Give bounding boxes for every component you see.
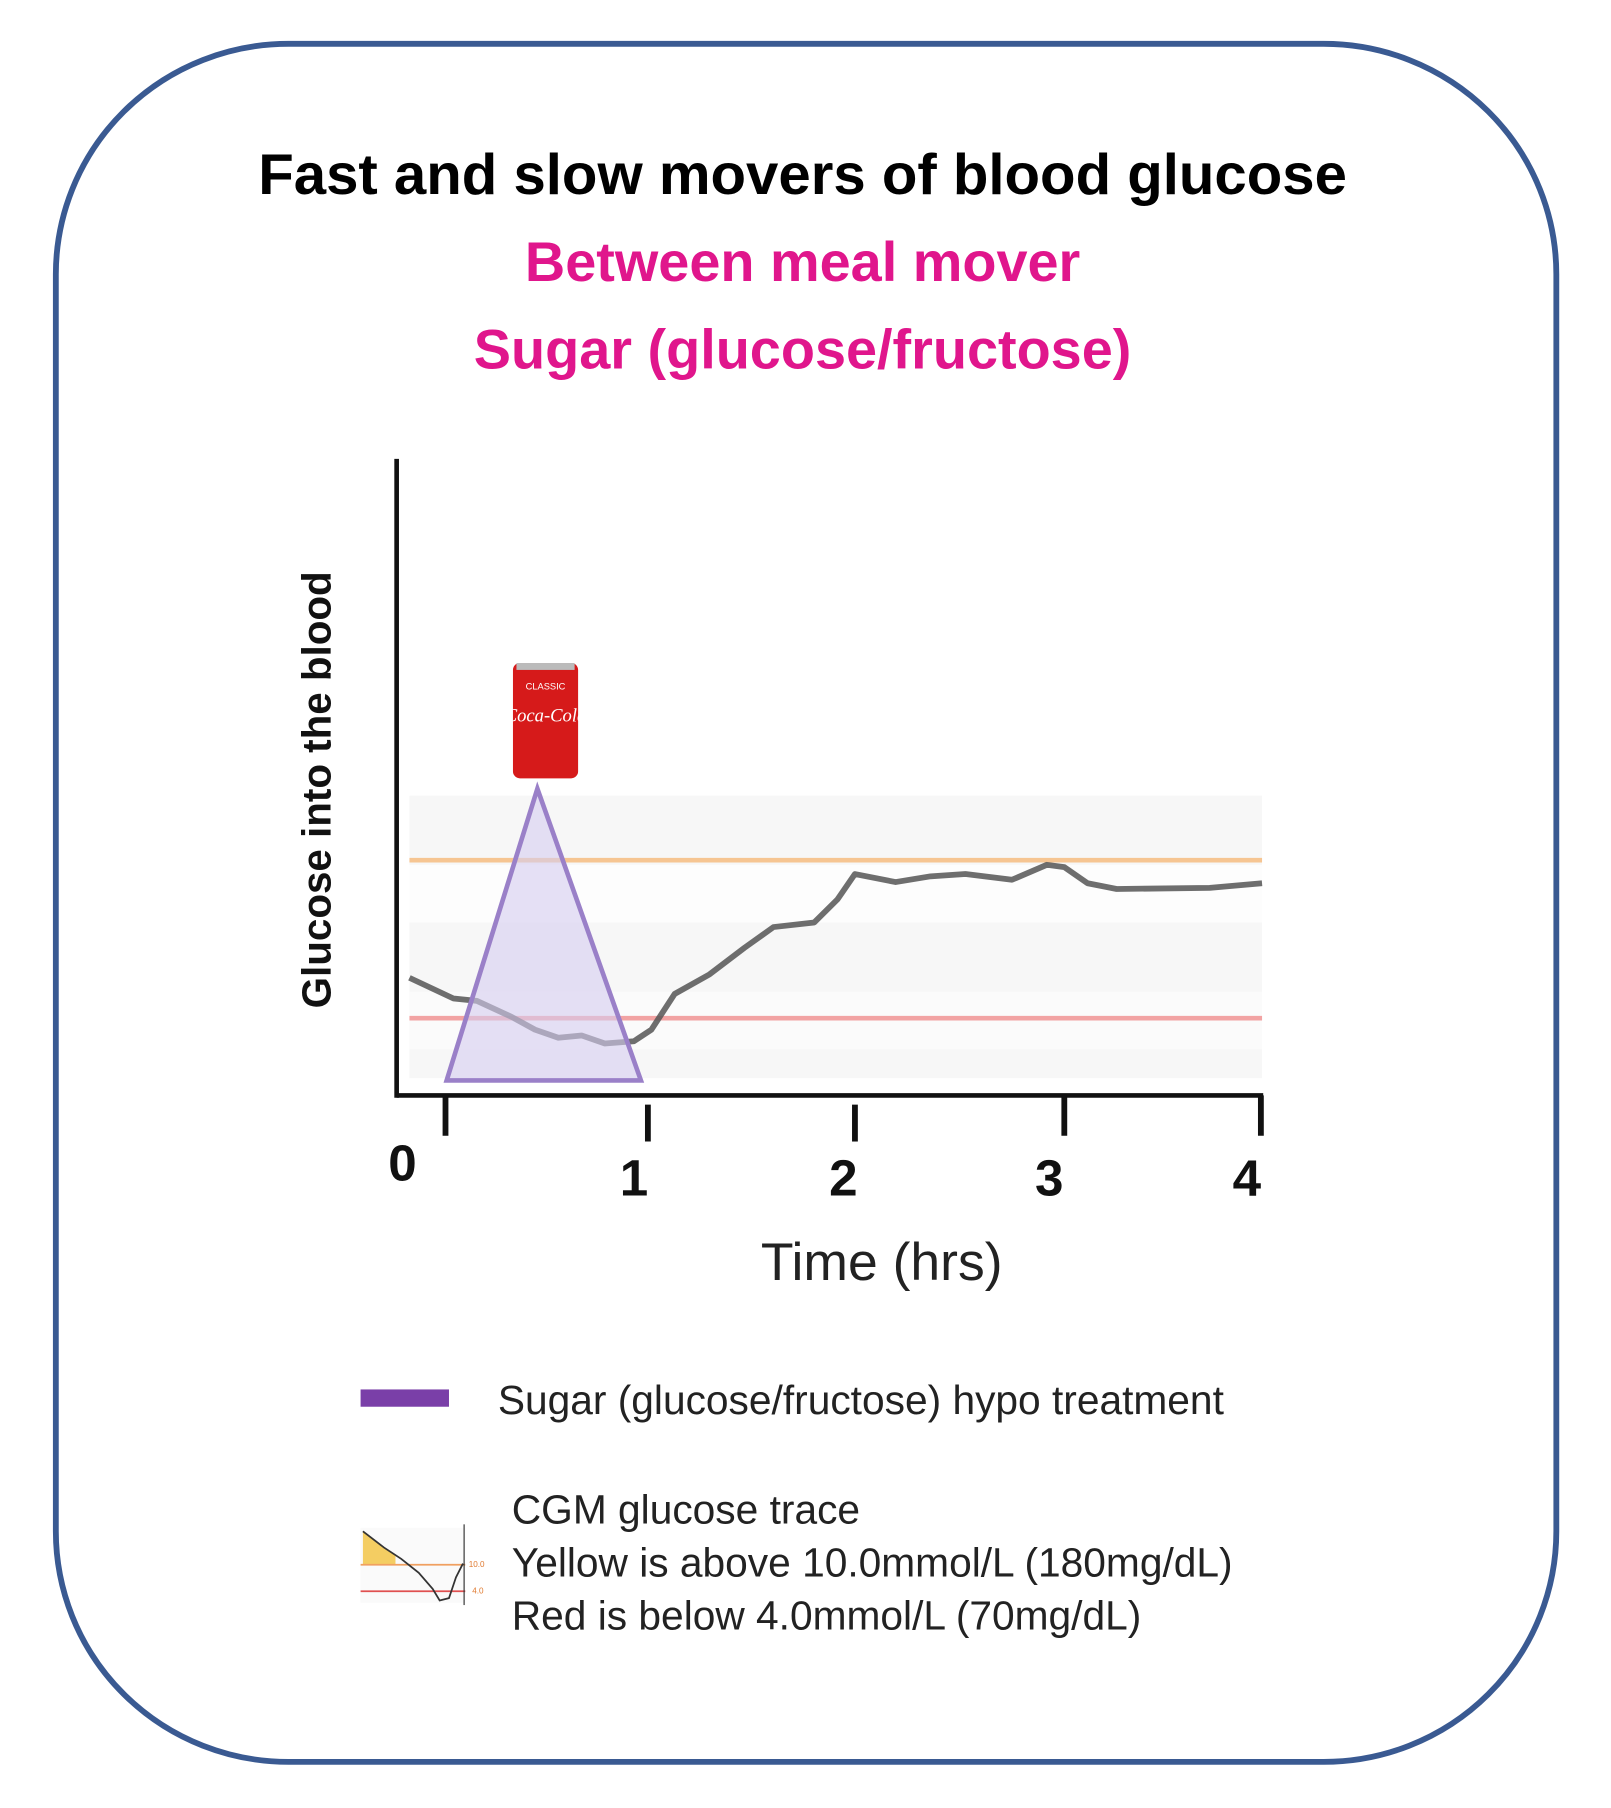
soda-can: CLASSIC Coca-Cola xyxy=(505,663,587,779)
legend-label: CGM glucose trace xyxy=(512,1487,860,1533)
legend-icon: 10.0 4.0 xyxy=(360,1524,485,1606)
icon-label: 4.0 xyxy=(472,1586,484,1595)
title: Fast and slow movers of blood glucose xyxy=(258,143,1347,207)
legend-swatch xyxy=(360,1389,449,1407)
can-top xyxy=(516,663,575,670)
can-body xyxy=(512,663,579,779)
x-ticks xyxy=(442,1095,1264,1142)
x-tick-label: 0 xyxy=(388,1134,416,1191)
x-tick-label: 4 xyxy=(1233,1149,1262,1206)
legend-label: Yellow is above 10.0mmol/L (180mg/dL) xyxy=(512,1540,1233,1586)
icon-trace xyxy=(362,1530,464,1602)
legend-label: Sugar (glucose/fructose) hypo treatment xyxy=(498,1377,1224,1423)
can-label: CLASSIC xyxy=(526,682,566,692)
x-tick-label: 1 xyxy=(620,1149,648,1206)
x-axis-label: Time (hrs) xyxy=(761,1233,1003,1292)
icon-high-area xyxy=(362,1531,396,1565)
x-tick-label: 3 xyxy=(1035,1149,1063,1206)
icon-label: 10.0 xyxy=(469,1560,485,1569)
subtitle: Between meal mover xyxy=(525,231,1080,293)
can-label: Coca-Cola xyxy=(505,706,587,727)
sugar-triangle xyxy=(443,781,645,1083)
legend-label: Red is below 4.0mmol/L (70mg/dL) xyxy=(512,1593,1141,1639)
x-tick-label: 2 xyxy=(829,1149,857,1206)
y-axis-label: Glucose into the blood xyxy=(293,571,339,1008)
subtitle: Sugar (glucose/fructose) xyxy=(474,319,1132,381)
